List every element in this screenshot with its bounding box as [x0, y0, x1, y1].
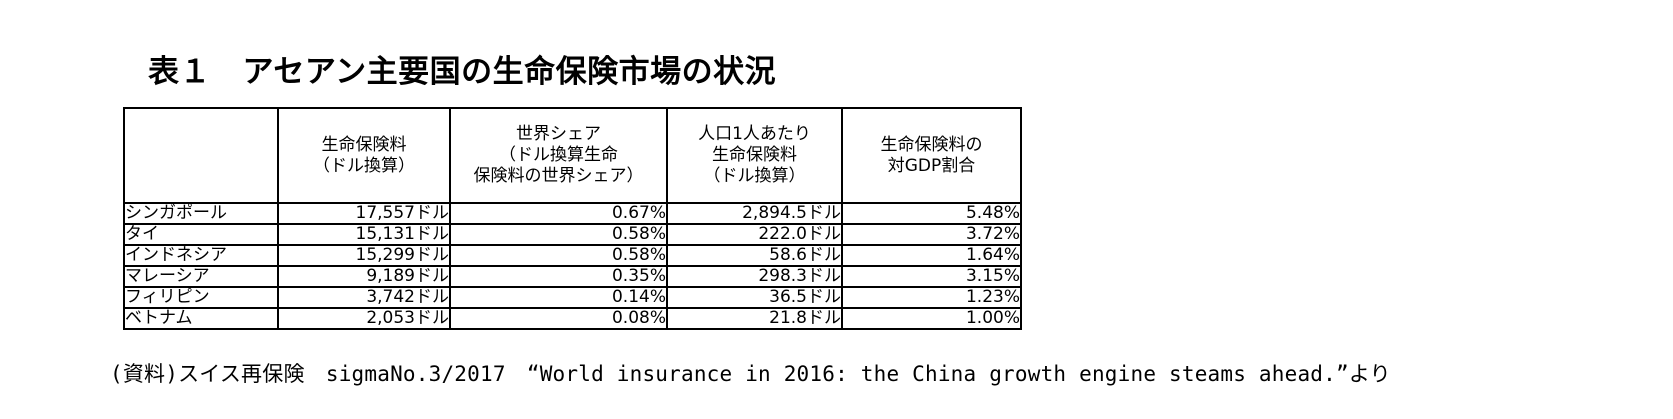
header-line: （ドル換算） [703, 166, 806, 186]
cell-country: インドネシア [123, 244, 279, 267]
cell-share: 0.58% [449, 223, 668, 246]
cell-country: ベトナム [123, 307, 279, 330]
header-line: 対GDP割合 [887, 155, 976, 176]
header-line: （ドル換算生命 [499, 145, 618, 165]
table-row: マレーシア 9,189ドル 0.35% 298.3ドル 3.15% [123, 265, 1022, 288]
cell-share: 0.14% [449, 286, 668, 309]
header-premium: 生命保険料 （ドル換算） [277, 107, 451, 204]
cell-per-capita: 222.0ドル [666, 223, 843, 246]
header-line: （ドル換算） [313, 155, 415, 176]
cell-gdp-ratio: 3.72% [841, 223, 1022, 246]
cell-country: シンガポール [123, 202, 279, 225]
cell-per-capita: 2,894.5ドル [666, 202, 843, 225]
cell-country: フィリピン [123, 286, 279, 309]
cell-premium: 3,742ドル [277, 286, 451, 309]
cell-country: タイ [123, 223, 279, 246]
cell-per-capita: 298.3ドル [666, 265, 843, 288]
header-line: 生命保険料 [712, 145, 797, 165]
cell-premium: 17,557ドル [277, 202, 451, 225]
cell-gdp-ratio: 1.00% [841, 307, 1022, 330]
source-note: (資料)スイス再保険 sigmaNo.3/2017 “World insuran… [110, 362, 1391, 386]
header-share: 世界シェア （ドル換算生命 保険料の世界シェア） [449, 107, 668, 204]
header-line: 世界シェア [516, 124, 601, 144]
cell-gdp-ratio: 5.48% [841, 202, 1022, 225]
cell-premium: 2,053ドル [277, 307, 451, 330]
cell-premium: 15,299ドル [277, 244, 451, 267]
cell-gdp-ratio: 1.23% [841, 286, 1022, 309]
cell-gdp-ratio: 1.64% [841, 244, 1022, 267]
cell-gdp-ratio: 3.15% [841, 265, 1022, 288]
header-line: 生命保険料 [321, 134, 407, 155]
cell-premium: 15,131ドル [277, 223, 451, 246]
table-row: インドネシア 15,299ドル 0.58% 58.6ドル 1.64% [123, 244, 1022, 267]
cell-premium: 9,189ドル [277, 265, 451, 288]
cell-share: 0.35% [449, 265, 668, 288]
cell-per-capita: 36.5ドル [666, 286, 843, 309]
header-blank [123, 107, 279, 204]
header-line: 人口1人あたり [698, 124, 811, 144]
cell-share: 0.67% [449, 202, 668, 225]
header-line: 保険料の世界シェア） [473, 166, 644, 186]
header-gdp-ratio: 生命保険料の 対GDP割合 [841, 107, 1022, 204]
header-per-capita: 人口1人あたり 生命保険料 （ドル換算） [666, 107, 843, 204]
header-line: 生命保険料の [880, 134, 983, 155]
table-header-row: 生命保険料 （ドル換算） 世界シェア （ドル換算生命 保険料の世界シェア） 人口1人あたり… [123, 107, 1022, 204]
cell-share: 0.08% [449, 307, 668, 330]
cell-country: マレーシア [123, 265, 279, 288]
cell-per-capita: 21.8ドル [666, 307, 843, 330]
table-row: シンガポール 17,557ドル 0.67% 2,894.5ドル 5.48% [123, 202, 1022, 225]
insurance-market-table: 生命保険料 （ドル換算） 世界シェア （ドル換算生命 保険料の世界シェア） 人口1人あたり… [123, 107, 1022, 330]
table-body: シンガポール 17,557ドル 0.67% 2,894.5ドル 5.48% タイ 15,13… [123, 202, 1022, 330]
table-row: タイ 15,131ドル 0.58% 222.0ドル 3.72% [123, 223, 1022, 246]
table-row: ベトナム 2,053ドル 0.08% 21.8ドル 1.00% [123, 307, 1022, 330]
cell-share: 0.58% [449, 244, 668, 267]
page-title: 表１ アセアン主要国の生命保険市場の状況 [148, 54, 777, 90]
cell-per-capita: 58.6ドル [666, 244, 843, 267]
table-row: フィリピン 3,742ドル 0.14% 36.5ドル 1.23% [123, 286, 1022, 309]
